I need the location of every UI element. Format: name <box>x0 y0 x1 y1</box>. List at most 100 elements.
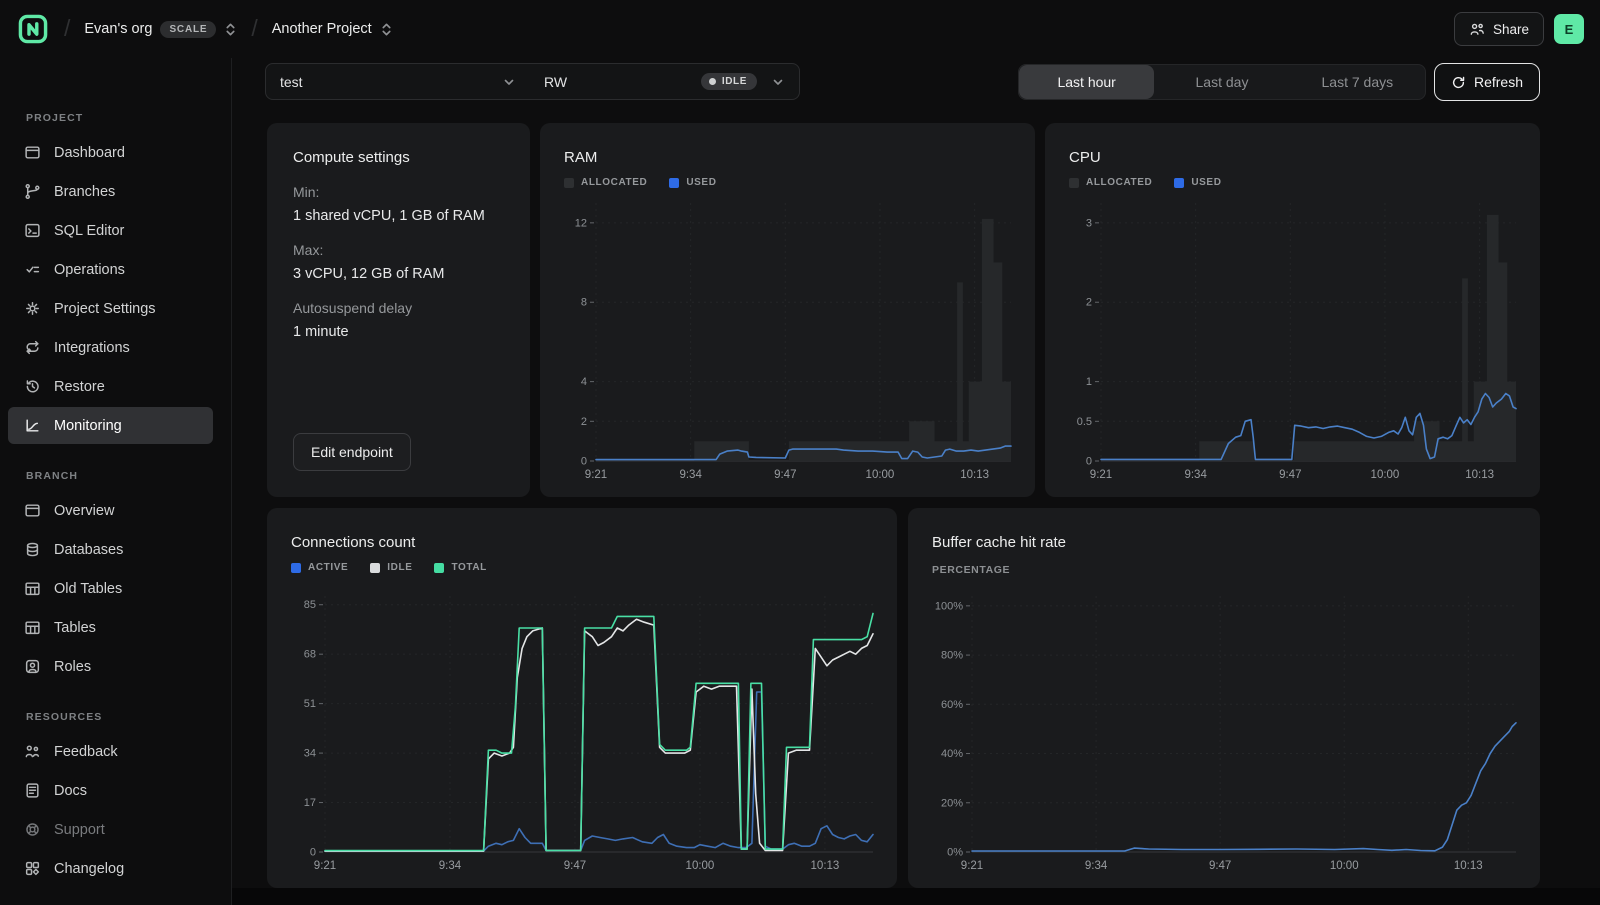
svg-text:9:47: 9:47 <box>774 469 796 481</box>
sidebar-item-feedback[interactable]: Feedback <box>8 733 213 770</box>
tab-last-hour[interactable]: Last hour <box>1019 65 1155 99</box>
org-name: Evan's org <box>84 21 153 37</box>
legend-allocated: ALLOCATED <box>564 177 647 188</box>
svg-text:0.5: 0.5 <box>1077 416 1092 428</box>
svg-text:3: 3 <box>1086 217 1092 229</box>
org-selector[interactable]: Evan's org SCALE <box>84 20 237 38</box>
edit-endpoint-button[interactable]: Edit endpoint <box>293 433 411 471</box>
autosuspend-value: 1 minute <box>293 324 349 340</box>
endpoint-select[interactable]: RW IDLE <box>530 63 800 100</box>
cpu-card: CPU ALLOCATED USED 9:21 9:34 9:47 10:00 10:1… <box>1045 123 1540 497</box>
svg-text:10:13: 10:13 <box>1465 469 1494 481</box>
ram-legend: ALLOCATED USED <box>564 177 717 188</box>
project-selector[interactable]: Another Project <box>272 21 393 37</box>
svg-text:2: 2 <box>1086 297 1092 309</box>
svg-text:17: 17 <box>304 797 316 809</box>
sidebar-item-project-settings[interactable]: Project Settings <box>8 290 213 327</box>
idle-swatch <box>370 562 381 573</box>
sidebar-item-dashboard[interactable]: Dashboard <box>8 134 213 171</box>
ram-card: RAM ALLOCATED USED 9:21 9:34 9:47 10:00 10:1… <box>540 123 1035 497</box>
buffer-cache-chart: 9:21 9:34 9:47 10:00 10:13 0% 20% 40% 60% 80% 100% <box>928 588 1524 876</box>
svg-text:9:21: 9:21 <box>1090 469 1112 481</box>
svg-text:10:13: 10:13 <box>960 469 989 481</box>
legend-idle: IDLE <box>370 562 412 573</box>
sidebar-item-integrations[interactable]: Integrations <box>8 329 213 366</box>
org-plan-badge: SCALE <box>160 20 217 38</box>
document-icon <box>26 783 39 798</box>
svg-text:10:13: 10:13 <box>1454 860 1483 872</box>
autosuspend-label: Autosuspend delay <box>293 300 413 316</box>
card-title: Compute settings <box>293 149 410 166</box>
share-button[interactable]: Share <box>1453 12 1544 46</box>
svg-text:12: 12 <box>575 217 587 229</box>
max-label: Max: <box>293 242 324 258</box>
ram-chart: 9:21 9:34 9:47 10:00 10:13 0 2 4 8 12 <box>560 195 1019 485</box>
sidebar-item-support[interactable]: Support <box>8 811 213 848</box>
gear-icon <box>26 302 39 315</box>
sidebar-item-tables[interactable]: Tables <box>8 609 213 646</box>
sidebar-item-operations[interactable]: Operations <box>8 251 213 288</box>
card-title: CPU <box>1069 149 1101 166</box>
svg-text:9:34: 9:34 <box>1184 469 1207 481</box>
table-icon <box>25 582 40 596</box>
breadcrumb-divider: / <box>64 14 71 41</box>
chevron-updown-icon <box>380 22 393 37</box>
sidebar-item-restore[interactable]: Restore <box>8 368 213 405</box>
sidebar-item-branches[interactable]: Branches <box>8 173 213 210</box>
sidebar-item-monitoring[interactable]: Monitoring <box>8 407 213 444</box>
connections-chart: 9:21 9:34 9:47 10:00 10:13 0 17 34 51 68 85 <box>287 588 881 876</box>
branch-icon <box>25 183 40 200</box>
share-label: Share <box>1492 21 1529 37</box>
cpu-legend: ALLOCATED USED <box>1069 177 1222 188</box>
svg-text:68: 68 <box>304 649 316 661</box>
max-value: 3 vCPU, 12 GB of RAM <box>293 266 445 282</box>
svg-text:80%: 80% <box>941 650 963 662</box>
svg-text:100%: 100% <box>935 600 963 612</box>
svg-text:1: 1 <box>1086 376 1092 388</box>
status-dot-icon <box>708 78 716 85</box>
svg-text:9:21: 9:21 <box>585 469 607 481</box>
svg-text:9:21: 9:21 <box>314 860 336 872</box>
integrations-icon <box>26 340 39 355</box>
refresh-icon <box>1451 75 1466 90</box>
compute-select-value: test <box>280 73 303 90</box>
window-icon <box>25 504 40 517</box>
sidebar-item-changelog[interactable]: Changelog <box>8 850 213 887</box>
sidebar-item-docs[interactable]: Docs <box>8 772 213 809</box>
svg-text:40%: 40% <box>941 748 963 760</box>
svg-text:34: 34 <box>304 748 316 760</box>
sidebar-item-sql-editor[interactable]: SQL Editor <box>8 212 213 249</box>
cpu-chart: 9:21 9:34 9:47 10:00 10:13 0 0.5 1 2 3 <box>1065 195 1524 485</box>
sidebar-item-databases[interactable]: Databases <box>8 531 213 568</box>
card-title: RAM <box>564 149 598 166</box>
section-label-branch: BRANCH <box>26 470 79 482</box>
grid-icon <box>25 861 40 876</box>
compute-settings-card: Compute settings Min: 1 shared vCPU, 1 G… <box>267 123 530 497</box>
svg-text:10:00: 10:00 <box>686 860 715 872</box>
card-title: Buffer cache hit rate <box>932 534 1066 551</box>
neon-logo-icon[interactable] <box>16 12 50 46</box>
section-label-project: PROJECT <box>26 112 84 124</box>
chevron-updown-icon <box>224 22 237 37</box>
compute-select[interactable]: test <box>265 63 531 100</box>
idle-status-badge: IDLE <box>700 73 757 90</box>
sidebar-item-overview[interactable]: Overview <box>8 492 213 529</box>
card-title: Connections count <box>291 534 416 551</box>
avatar[interactable]: E <box>1554 14 1584 44</box>
legend-allocated: ALLOCATED <box>1069 177 1152 188</box>
sidebar-item-roles[interactable]: Roles <box>8 648 213 685</box>
section-label-resources: RESOURCES <box>26 711 103 723</box>
svg-text:8: 8 <box>581 297 587 309</box>
active-swatch <box>291 562 301 573</box>
svg-text:85: 85 <box>304 599 316 611</box>
svg-text:9:21: 9:21 <box>961 860 983 872</box>
refresh-button[interactable]: Refresh <box>1434 63 1540 101</box>
sidebar-item-old-tables[interactable]: Old Tables <box>8 570 213 607</box>
tab-last-day[interactable]: Last day <box>1195 74 1249 90</box>
user-badge-icon <box>25 659 40 674</box>
tab-last-7-days[interactable]: Last 7 days <box>1321 74 1394 90</box>
chevron-down-icon <box>502 75 516 89</box>
main-content: test RW IDLE Last hour Last day Last 7 d… <box>232 58 1600 905</box>
connections-legend: ACTIVE IDLE TOTAL <box>291 562 487 573</box>
svg-text:0%: 0% <box>947 847 963 859</box>
